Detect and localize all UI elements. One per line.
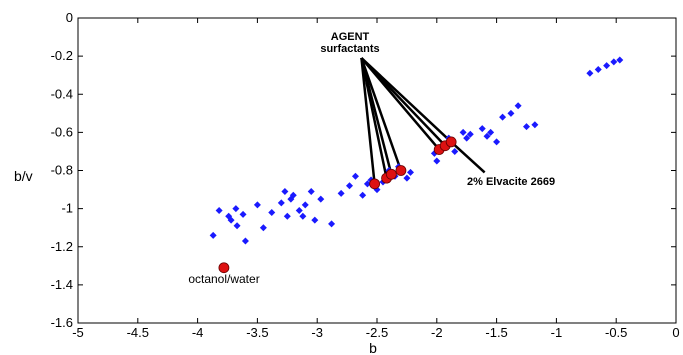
diamond-point	[209, 231, 217, 239]
diamond-point	[499, 113, 507, 121]
diamond-point	[345, 182, 353, 190]
x-axis-label: b	[369, 340, 377, 355]
x-tick-label: -4.5	[127, 325, 149, 340]
elvacite-pointer-line	[450, 140, 486, 174]
x-tick-label: -5	[72, 325, 84, 340]
diamond-point	[268, 208, 276, 216]
diamond-point	[478, 125, 486, 133]
diamond-point	[301, 201, 309, 209]
x-tick-label: 0	[672, 325, 679, 340]
agent-pointer-line	[360, 57, 376, 184]
diamond-point	[227, 216, 235, 224]
x-tick-label: -1.5	[485, 325, 507, 340]
x-tick-label: -4	[192, 325, 204, 340]
diamond-point	[459, 128, 467, 136]
annotation-elvacite: 2% Elvacite 2669	[467, 176, 555, 188]
diamond-point	[283, 212, 291, 220]
diamond-point	[616, 56, 624, 64]
x-tick-label: -3.5	[246, 325, 268, 340]
diamond-point	[603, 62, 611, 70]
diamond-point	[463, 134, 471, 142]
y-tick-label: -0.8	[51, 163, 73, 178]
circle-point	[395, 165, 407, 176]
diamond-point	[311, 216, 319, 224]
diamond-point	[531, 121, 539, 129]
diamond-point	[359, 191, 367, 199]
y-tick-label: -1.2	[51, 239, 73, 254]
data-points	[209, 56, 624, 274]
circle-point	[369, 178, 381, 190]
diamond-point	[281, 187, 289, 195]
diamond-point	[433, 157, 441, 165]
diamond-point	[586, 69, 594, 77]
x-tick-label: -1	[551, 325, 563, 340]
diamond-point	[295, 207, 303, 215]
x-tick-label: -0.5	[605, 325, 627, 340]
diamond-point	[232, 205, 240, 213]
x-tick-label: -2.5	[366, 325, 388, 340]
diamond-point	[277, 199, 285, 207]
y-tick-label: -0.4	[51, 86, 73, 101]
x-tick-label: -2	[431, 325, 443, 340]
plot-area	[77, 17, 677, 324]
diamond-point	[328, 220, 336, 228]
circle-point	[445, 136, 457, 148]
x-tick-label: -3	[311, 325, 323, 340]
diamond-point	[289, 191, 297, 199]
diamond-point	[299, 212, 307, 220]
diamond-point	[523, 123, 530, 131]
diamond-point	[233, 222, 241, 230]
diamond-point	[307, 187, 315, 195]
diamond-point	[239, 210, 247, 218]
circle-point	[218, 262, 230, 274]
diamond-point	[259, 224, 267, 232]
y-tick-label: -1	[61, 201, 73, 216]
annotation-lines	[360, 57, 486, 184]
diamond-point	[594, 65, 602, 73]
annotation-agent: AGENT	[331, 31, 370, 43]
y-tick-label: -0.2	[51, 48, 73, 63]
agent-pointer-line	[360, 57, 453, 143]
diamond-point	[241, 237, 249, 245]
diamond-point	[483, 132, 491, 140]
diamond-point	[466, 130, 474, 138]
diamond-point	[215, 207, 223, 215]
y-axis-label: b/v	[14, 168, 33, 184]
diamond-point	[363, 180, 371, 188]
annotation-octanol: octanol/water	[188, 272, 259, 286]
y-tick-label: -1.6	[51, 315, 73, 330]
y-tick-label: -0.6	[51, 124, 73, 139]
axis-ticks: -5 -4.5 -4 -3.5 -3 -2.5 -2 -1.5 -1 -0.5 0 0 -0.2 -0.4…	[51, 10, 680, 340]
diamond-point	[406, 168, 414, 176]
diamond-point	[253, 201, 261, 209]
agent-pointer-line	[360, 57, 393, 175]
diamond-point	[507, 109, 515, 117]
diamond-point	[317, 195, 325, 203]
diamond-point	[610, 58, 618, 66]
diamond-point	[493, 138, 501, 146]
y-tick-label: 0	[66, 10, 73, 25]
diamond-point	[514, 102, 522, 110]
annotation-surfactants: surfactants	[320, 43, 379, 55]
diamond-point	[451, 147, 459, 155]
y-tick-label: -1.4	[51, 277, 73, 292]
diamond-point	[337, 189, 345, 197]
circle-point	[385, 168, 397, 180]
diamond-point	[487, 128, 495, 136]
diamond-point	[351, 172, 359, 180]
agent-pointer-line	[360, 57, 403, 171]
diamond-point	[403, 174, 411, 182]
